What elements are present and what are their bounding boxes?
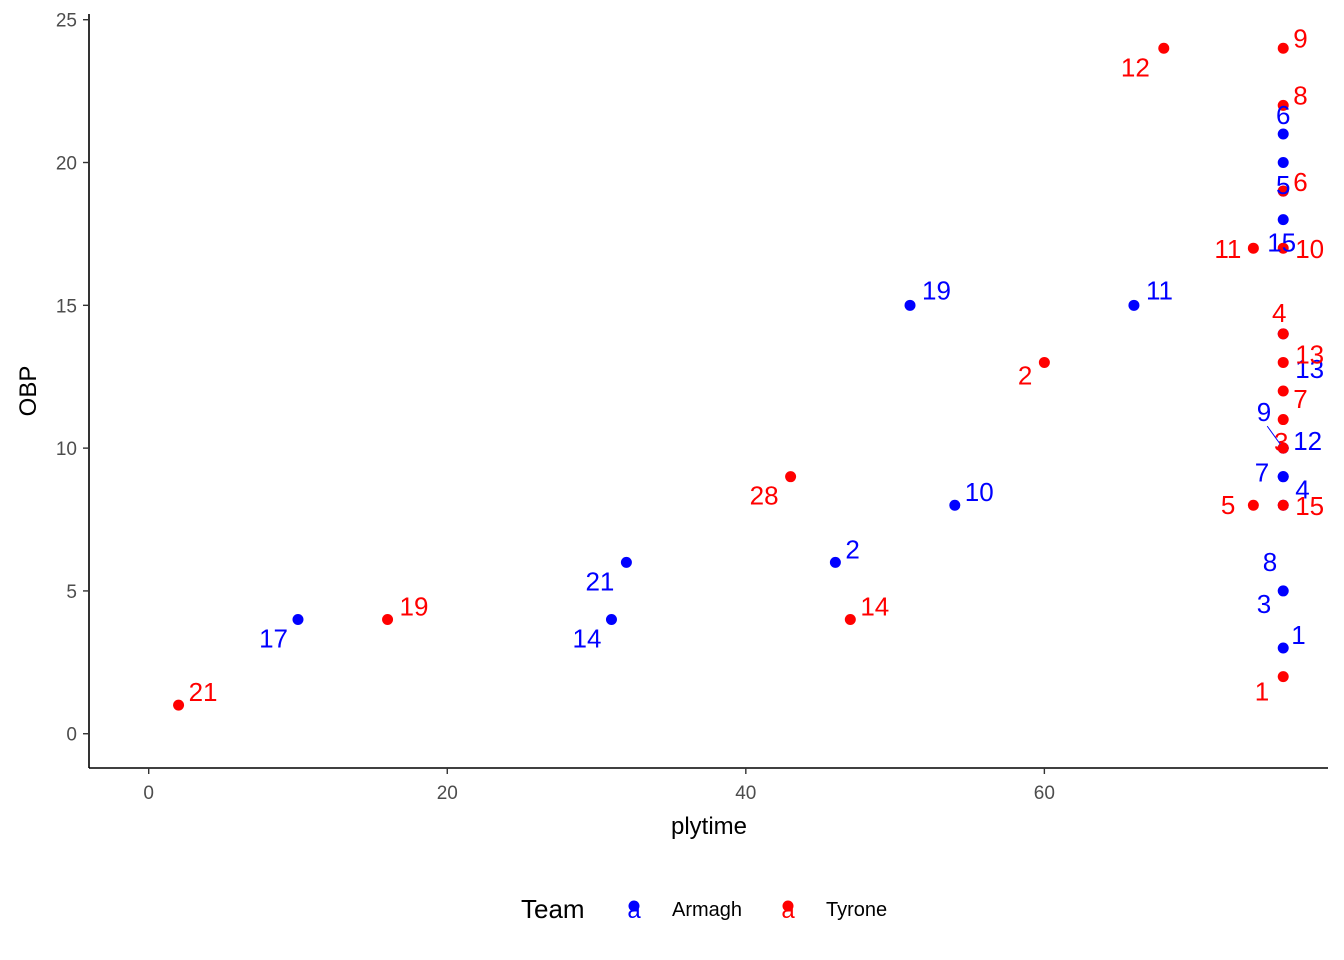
point-label-armagh: 6 bbox=[1276, 100, 1290, 130]
point-label-tyrone: 15 bbox=[1295, 491, 1324, 521]
x-ticks: 0 20 40 60 bbox=[143, 768, 1055, 804]
data-point-tyrone bbox=[1158, 42, 1170, 54]
y-tick-label: 5 bbox=[66, 582, 77, 603]
data-point-armagh bbox=[1128, 299, 1140, 311]
data-point-armagh bbox=[292, 613, 304, 625]
legend-key-point bbox=[782, 900, 794, 912]
data-point-armagh bbox=[620, 556, 632, 568]
point-label-tyrone: 12 bbox=[1121, 52, 1150, 82]
data-point-armagh bbox=[1277, 214, 1289, 226]
data-point-armagh bbox=[1277, 157, 1289, 169]
point-label-armagh: 15 bbox=[1267, 228, 1296, 258]
y-axis-title: OBP bbox=[15, 366, 42, 417]
point-label-armagh: 8 bbox=[1263, 547, 1277, 577]
point-label-armagh: 21 bbox=[585, 566, 614, 596]
data-point-tyrone bbox=[1277, 328, 1289, 340]
data-point-tyrone bbox=[1277, 442, 1289, 454]
point-label-armagh: 13 bbox=[1295, 354, 1324, 384]
point-label-armagh: 9 bbox=[1257, 397, 1271, 427]
data-point-tyrone bbox=[1247, 499, 1259, 511]
point-label-armagh: 3 bbox=[1257, 589, 1271, 619]
point-label-armagh: 4 bbox=[1295, 475, 1309, 505]
x-tick-label: 60 bbox=[1034, 783, 1055, 804]
data-point-armagh bbox=[605, 613, 617, 625]
data-point-tyrone bbox=[382, 613, 394, 625]
legend: Team a Armagh a Tyrone bbox=[521, 894, 887, 924]
x-tick-label: 20 bbox=[437, 783, 458, 804]
y-tick-label: 20 bbox=[56, 154, 77, 175]
data-point-armagh bbox=[1277, 471, 1289, 483]
legend-entry-label: Armagh bbox=[672, 899, 742, 921]
x-axis-title: plytime bbox=[671, 813, 747, 840]
x-tick-label: 0 bbox=[143, 783, 154, 804]
y-tick-label: 15 bbox=[56, 296, 77, 317]
data-point-armagh bbox=[904, 299, 916, 311]
data-point-armagh bbox=[1277, 128, 1289, 140]
point-label-tyrone: 1 bbox=[1255, 677, 1269, 707]
legend-entry-label: Tyrone bbox=[826, 899, 887, 921]
point-label-armagh: 2 bbox=[845, 534, 859, 564]
label-leader-line bbox=[1266, 425, 1281, 445]
point-label-tyrone: 11 bbox=[1214, 234, 1241, 264]
data-point-armagh bbox=[829, 556, 841, 568]
data-point-tyrone bbox=[1247, 242, 1259, 254]
point-label-tyrone: 19 bbox=[400, 591, 429, 621]
point-label-armagh: 7 bbox=[1255, 458, 1269, 488]
legend-key-glyph: a bbox=[781, 897, 795, 924]
y-tick-label: 10 bbox=[56, 439, 77, 460]
x-tick-label: 40 bbox=[735, 783, 756, 804]
data-point-tyrone bbox=[1277, 99, 1289, 111]
data-point-tyrone bbox=[1277, 385, 1289, 397]
point-label-tyrone: 7 bbox=[1293, 384, 1307, 414]
point-label-tyrone: 2 bbox=[1018, 360, 1032, 390]
legend-key-glyph: a bbox=[627, 897, 641, 924]
legend-entries: a Armagh a Tyrone bbox=[627, 897, 887, 924]
point-label-tyrone: 8 bbox=[1293, 80, 1307, 110]
point-label-tyrone: 13 bbox=[1295, 339, 1324, 369]
point-label-armagh: 17 bbox=[259, 623, 288, 653]
data-point-tyrone bbox=[1038, 356, 1050, 368]
y-tick-label: 0 bbox=[66, 725, 77, 746]
data-point-tyrone bbox=[1277, 242, 1289, 254]
point-label-tyrone: 10 bbox=[1295, 234, 1324, 264]
point-label-tyrone: 5 bbox=[1221, 490, 1235, 520]
data-point-tyrone bbox=[844, 613, 856, 625]
point-labels-layer: 1234567891011121314151719211234567891011… bbox=[189, 23, 1325, 707]
point-label-tyrone: 14 bbox=[860, 591, 889, 621]
data-point-tyrone bbox=[1277, 414, 1289, 426]
point-label-armagh: 19 bbox=[922, 275, 951, 305]
point-label-armagh: 14 bbox=[573, 623, 602, 653]
point-label-armagh: 1 bbox=[1291, 620, 1305, 650]
points-layer bbox=[173, 42, 1289, 711]
data-point-tyrone bbox=[1277, 356, 1289, 368]
data-point-tyrone bbox=[1277, 499, 1289, 511]
y-ticks: 0 5 10 15 20 25 bbox=[56, 11, 89, 746]
point-label-armagh: 11 bbox=[1146, 275, 1173, 305]
point-label-tyrone: 28 bbox=[750, 481, 779, 511]
data-point-tyrone bbox=[1277, 671, 1289, 683]
point-label-armagh: 5 bbox=[1276, 170, 1290, 200]
legend-key-point bbox=[628, 900, 640, 912]
point-label-tyrone: 9 bbox=[1293, 23, 1307, 53]
data-point-armagh bbox=[1277, 585, 1289, 597]
point-label-armagh: 10 bbox=[965, 477, 994, 507]
point-label-tyrone: 21 bbox=[189, 677, 218, 707]
point-label-tyrone: 4 bbox=[1272, 298, 1286, 328]
data-point-tyrone bbox=[173, 699, 185, 711]
point-label-tyrone: 6 bbox=[1293, 167, 1307, 197]
data-point-tyrone bbox=[1277, 42, 1289, 54]
data-point-tyrone bbox=[785, 471, 797, 483]
data-point-armagh bbox=[1277, 642, 1289, 654]
data-point-tyrone bbox=[1277, 185, 1289, 197]
legend-title: Team bbox=[521, 894, 585, 924]
point-label-tyrone: 3 bbox=[1274, 427, 1288, 457]
point-label-armagh: 12 bbox=[1293, 426, 1322, 456]
data-point-armagh bbox=[949, 499, 961, 511]
y-tick-label: 25 bbox=[56, 11, 77, 32]
